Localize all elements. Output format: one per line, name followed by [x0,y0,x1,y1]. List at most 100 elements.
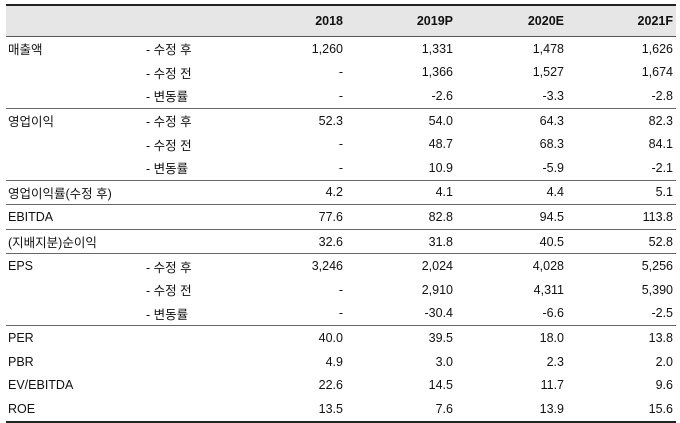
value-2021f: -2.8 [651,88,673,103]
row-label: 영업이익률(수정 후) [8,186,112,201]
table-row: - 수정 전 - 1,366 1,527 1,674 [6,61,676,85]
value-2020e: 2.3 [546,354,564,369]
value-2020e: 1,478 [532,41,564,56]
row-label: ROE [8,401,36,416]
table-row: ROE 13.5 7.6 13.9 15.6 [6,397,676,423]
value-2019p: 31.8 [428,234,453,249]
value-2018: - [338,65,343,80]
value-2021f: 84.1 [648,137,673,152]
value-2019p: 7.6 [435,401,453,416]
row-label: PER [8,330,34,345]
row-label: PBR [8,354,34,369]
value-2021f: 15.6 [648,401,673,416]
row-sublabel: - 수정 전 [146,138,192,153]
value-2019p: 10.9 [428,160,453,175]
value-2021f: 113.8 [642,209,673,224]
value-2019p: 1,331 [421,41,453,56]
value-2020e: -5.9 [542,160,564,175]
row-sublabel: - 변동률 [146,307,189,322]
estimate-revision-table: 2018 2019P 2020E 2021F 매출액 - 수정 후 1,260 … [6,4,676,423]
row-sublabel: - 수정 전 [146,66,192,81]
row-sublabel: - 수정 후 [146,115,192,130]
value-2019p: 14.5 [428,378,453,393]
value-2019p: 1,366 [421,65,453,80]
value-2019p: -30.4 [424,306,454,321]
value-2021f: 82.3 [648,113,673,128]
value-2020e: 40.5 [539,234,564,249]
value-2018: - [338,306,343,321]
col-header-2020e: 2020E [527,14,564,28]
value-2021f: 5.1 [655,185,673,200]
table-row: - 변동률 - -30.4 -6.6 -2.5 [6,302,676,327]
table-row: - 변동률 - -2.6 -3.3 -2.8 [6,84,676,109]
value-2021f: 1,626 [641,41,673,56]
value-2018: - [338,282,343,297]
row-label: 영업이익 [8,115,55,130]
value-2019p: 82.8 [428,209,453,224]
value-2020e: -6.6 [542,306,564,321]
table-row: 매출액 - 수정 후 1,260 1,331 1,478 1,626 [6,37,676,61]
value-2018: 1,260 [311,41,343,56]
table-header: 2018 2019P 2020E 2021F [6,4,676,37]
value-2018: 40.0 [318,330,343,345]
value-2020e: 18.0 [539,330,564,345]
value-2021f: 9.6 [655,378,673,393]
value-2021f: 5,256 [641,259,673,274]
value-2021f: 52.8 [648,234,673,249]
value-2021f: 2.0 [655,354,673,369]
table-row: 영업이익 - 수정 후 52.3 54.0 64.3 82.3 [6,109,676,133]
value-2018: 32.6 [318,234,343,249]
value-2020e: 64.3 [539,113,564,128]
value-2021f: -2.5 [651,306,673,321]
value-2018: - [338,88,343,103]
row-sublabel: - 수정 후 [146,260,192,275]
row-sublabel: - 변동률 [146,90,189,105]
value-2021f: -2.1 [651,160,673,175]
value-2021f: 13.8 [648,330,673,345]
value-2019p: 48.7 [428,137,453,152]
table-row: - 변동률 - 10.9 -5.9 -2.1 [6,156,676,181]
value-2020e: 4,028 [532,259,564,274]
value-2019p: 4.1 [435,185,453,200]
value-2020e: 1,527 [532,65,564,80]
value-2019p: -2.6 [431,88,453,103]
col-header-2018: 2018 [315,14,343,28]
table-row: PBR 4.9 3.0 2.3 2.0 [6,350,676,374]
row-sublabel: - 수정 후 [146,43,192,58]
value-2019p: 2,024 [421,259,453,274]
table-row: - 수정 전 - 2,910 4,311 5,390 [6,278,676,302]
value-2021f: 1,674 [641,65,673,80]
value-2020e: 4.4 [546,185,564,200]
table-row: PER 40.0 39.5 18.0 13.8 [6,326,676,350]
value-2018: - [338,160,343,175]
value-2020e: 68.3 [539,137,564,152]
row-label: EBITDA [8,209,54,224]
row-sublabel: - 변동률 [146,162,189,177]
col-header-2021f: 2021F [637,14,673,28]
row-sublabel: - 수정 전 [146,284,192,299]
value-2018: 22.6 [318,378,343,393]
value-2020e: 13.9 [539,401,564,416]
value-2018: 77.6 [318,209,343,224]
table-row: EV/EBITDA 22.6 14.5 11.7 9.6 [6,373,676,397]
value-2020e: 11.7 [540,378,564,393]
value-2018: 4.2 [325,185,343,200]
value-2019p: 3.0 [435,354,453,369]
table-row: - 수정 전 - 48.7 68.3 84.1 [6,132,676,156]
value-2018: 4.9 [325,354,343,369]
table-row: 영업이익률(수정 후) 4.2 4.1 4.4 5.1 [6,181,676,206]
value-2018: 3,246 [311,259,343,274]
table-row: EBITDA 77.6 82.8 94.5 113.8 [6,205,676,230]
value-2020e: -3.3 [542,88,564,103]
value-2018: 52.3 [318,113,343,128]
value-2019p: 2,910 [421,282,453,297]
table-row: (지배지분)순이익 32.6 31.8 40.5 52.8 [6,230,676,255]
table-row: EPS - 수정 후 3,246 2,024 4,028 5,256 [6,254,676,278]
value-2018: - [338,137,343,152]
value-2018: 13.5 [318,401,343,416]
row-label: 매출액 [8,43,43,58]
row-label: EV/EBITDA [8,378,74,393]
row-label: EPS [8,259,34,274]
value-2019p: 54.0 [428,113,453,128]
value-2019p: 39.5 [428,330,453,345]
